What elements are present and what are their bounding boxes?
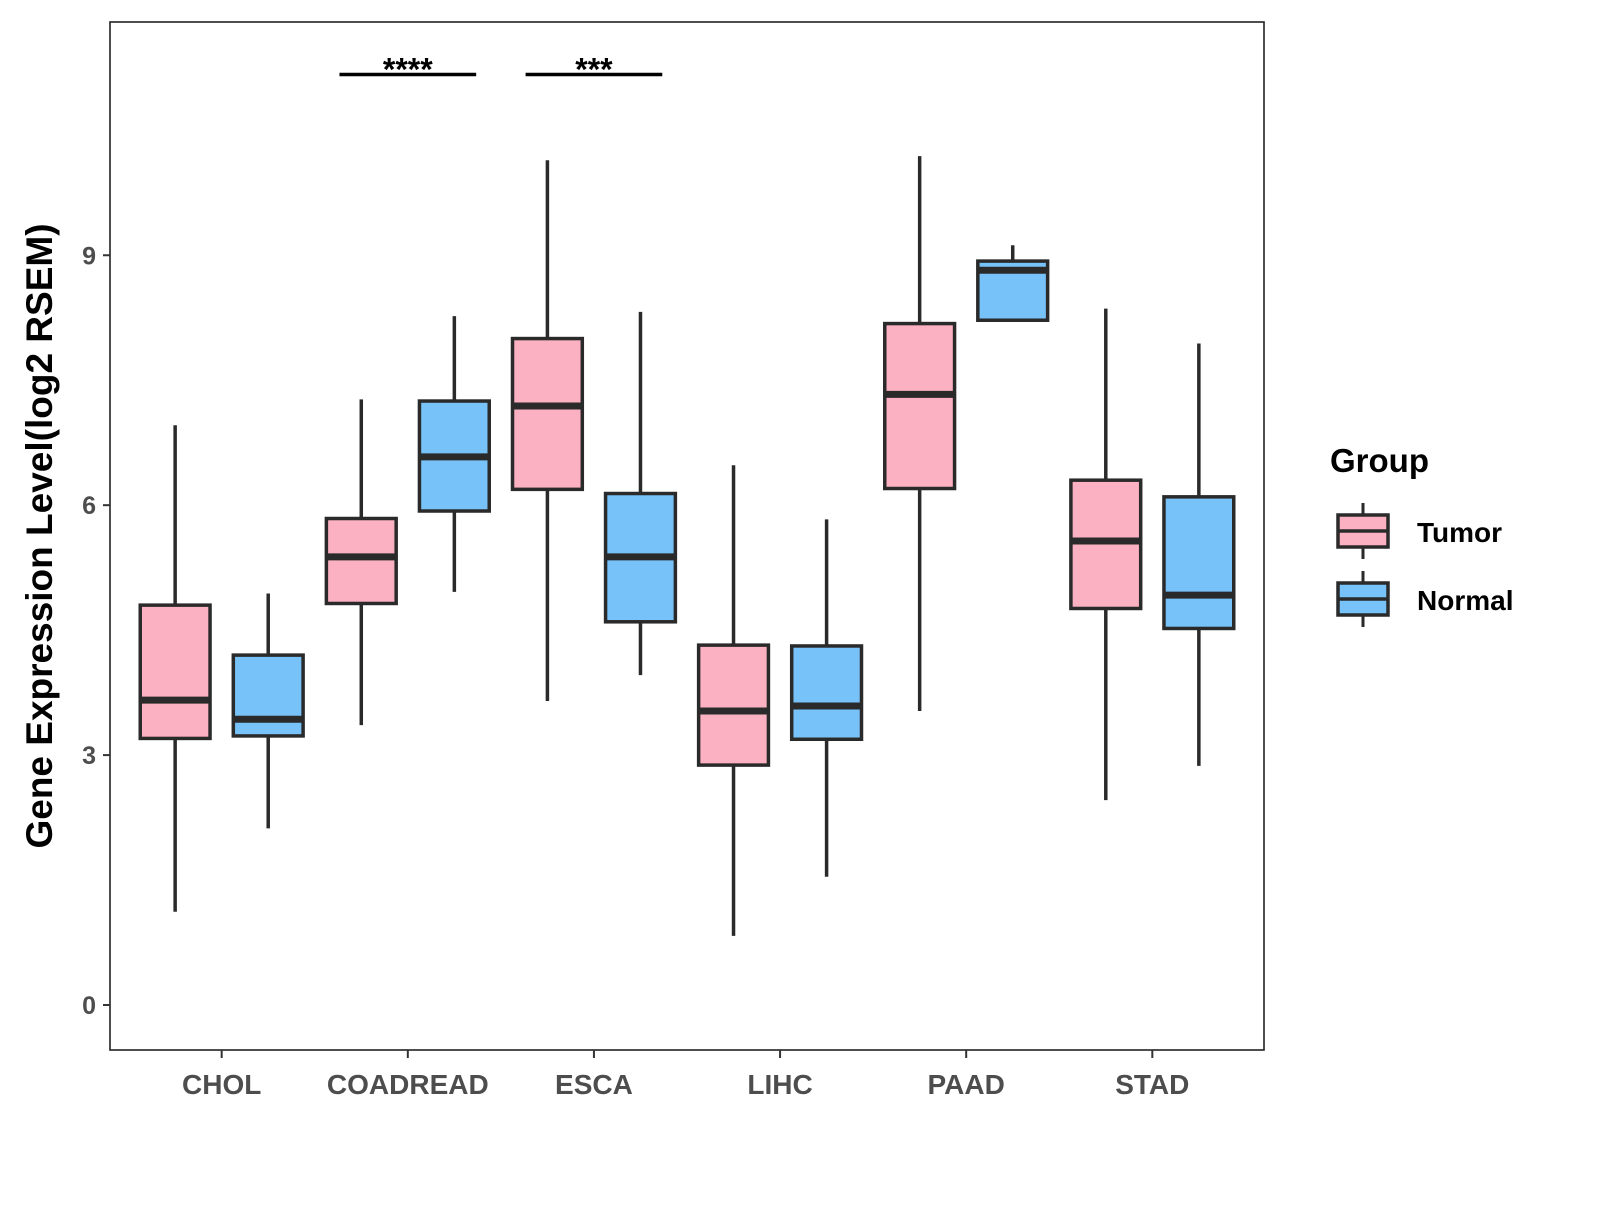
- x-tick-label: CHOL: [182, 1069, 261, 1100]
- box: [1162, 495, 1236, 631]
- x-tick-label: PAAD: [928, 1069, 1005, 1100]
- y-tick-label: 6: [82, 492, 96, 520]
- x-tick-label: COADREAD: [327, 1069, 489, 1100]
- box-tumor-stad: [1069, 308, 1143, 801]
- y-tick-label: 3: [82, 742, 96, 770]
- box-normal-stad: [1162, 343, 1236, 766]
- y-tick-label: 9: [82, 242, 96, 270]
- box-tumor-chol: [138, 425, 212, 912]
- y-tick-label: 0: [82, 992, 96, 1020]
- box-normal-lihc: [789, 519, 864, 877]
- box: [231, 653, 305, 738]
- box-tumor-esca: [510, 160, 585, 701]
- box: [696, 643, 771, 767]
- legend-label-tumor: Tumor: [1417, 517, 1502, 548]
- x-tick-label: STAD: [1115, 1069, 1189, 1100]
- box-tumor-coadread: [324, 399, 398, 726]
- legend-label-normal: Normal: [1417, 585, 1513, 616]
- legend: Group Tumor Normal: [1330, 442, 1513, 627]
- box-normal-coadread: [417, 316, 491, 592]
- legend-key-tumor: [1336, 503, 1390, 559]
- box: [883, 321, 957, 491]
- box-normal-chol: [231, 593, 305, 829]
- x-tick-label: ESCA: [555, 1069, 633, 1100]
- y-axis-label: Gene Expression Level(log2 RSEM): [19, 223, 60, 848]
- x-tick-label: LIHC: [747, 1069, 812, 1100]
- box-normal-esca: [603, 311, 678, 676]
- box: [789, 644, 864, 742]
- box-tumor-lihc: [696, 465, 771, 936]
- box: [510, 336, 585, 492]
- legend-key-normal: [1336, 571, 1390, 627]
- box-tumor-paad: [883, 156, 957, 711]
- legend-title: Group: [1330, 442, 1429, 479]
- significance-label: ****: [383, 51, 433, 87]
- box: [324, 516, 398, 606]
- box: [138, 603, 212, 741]
- box-normal-paad: [976, 245, 1050, 322]
- significance-label: ***: [575, 51, 613, 87]
